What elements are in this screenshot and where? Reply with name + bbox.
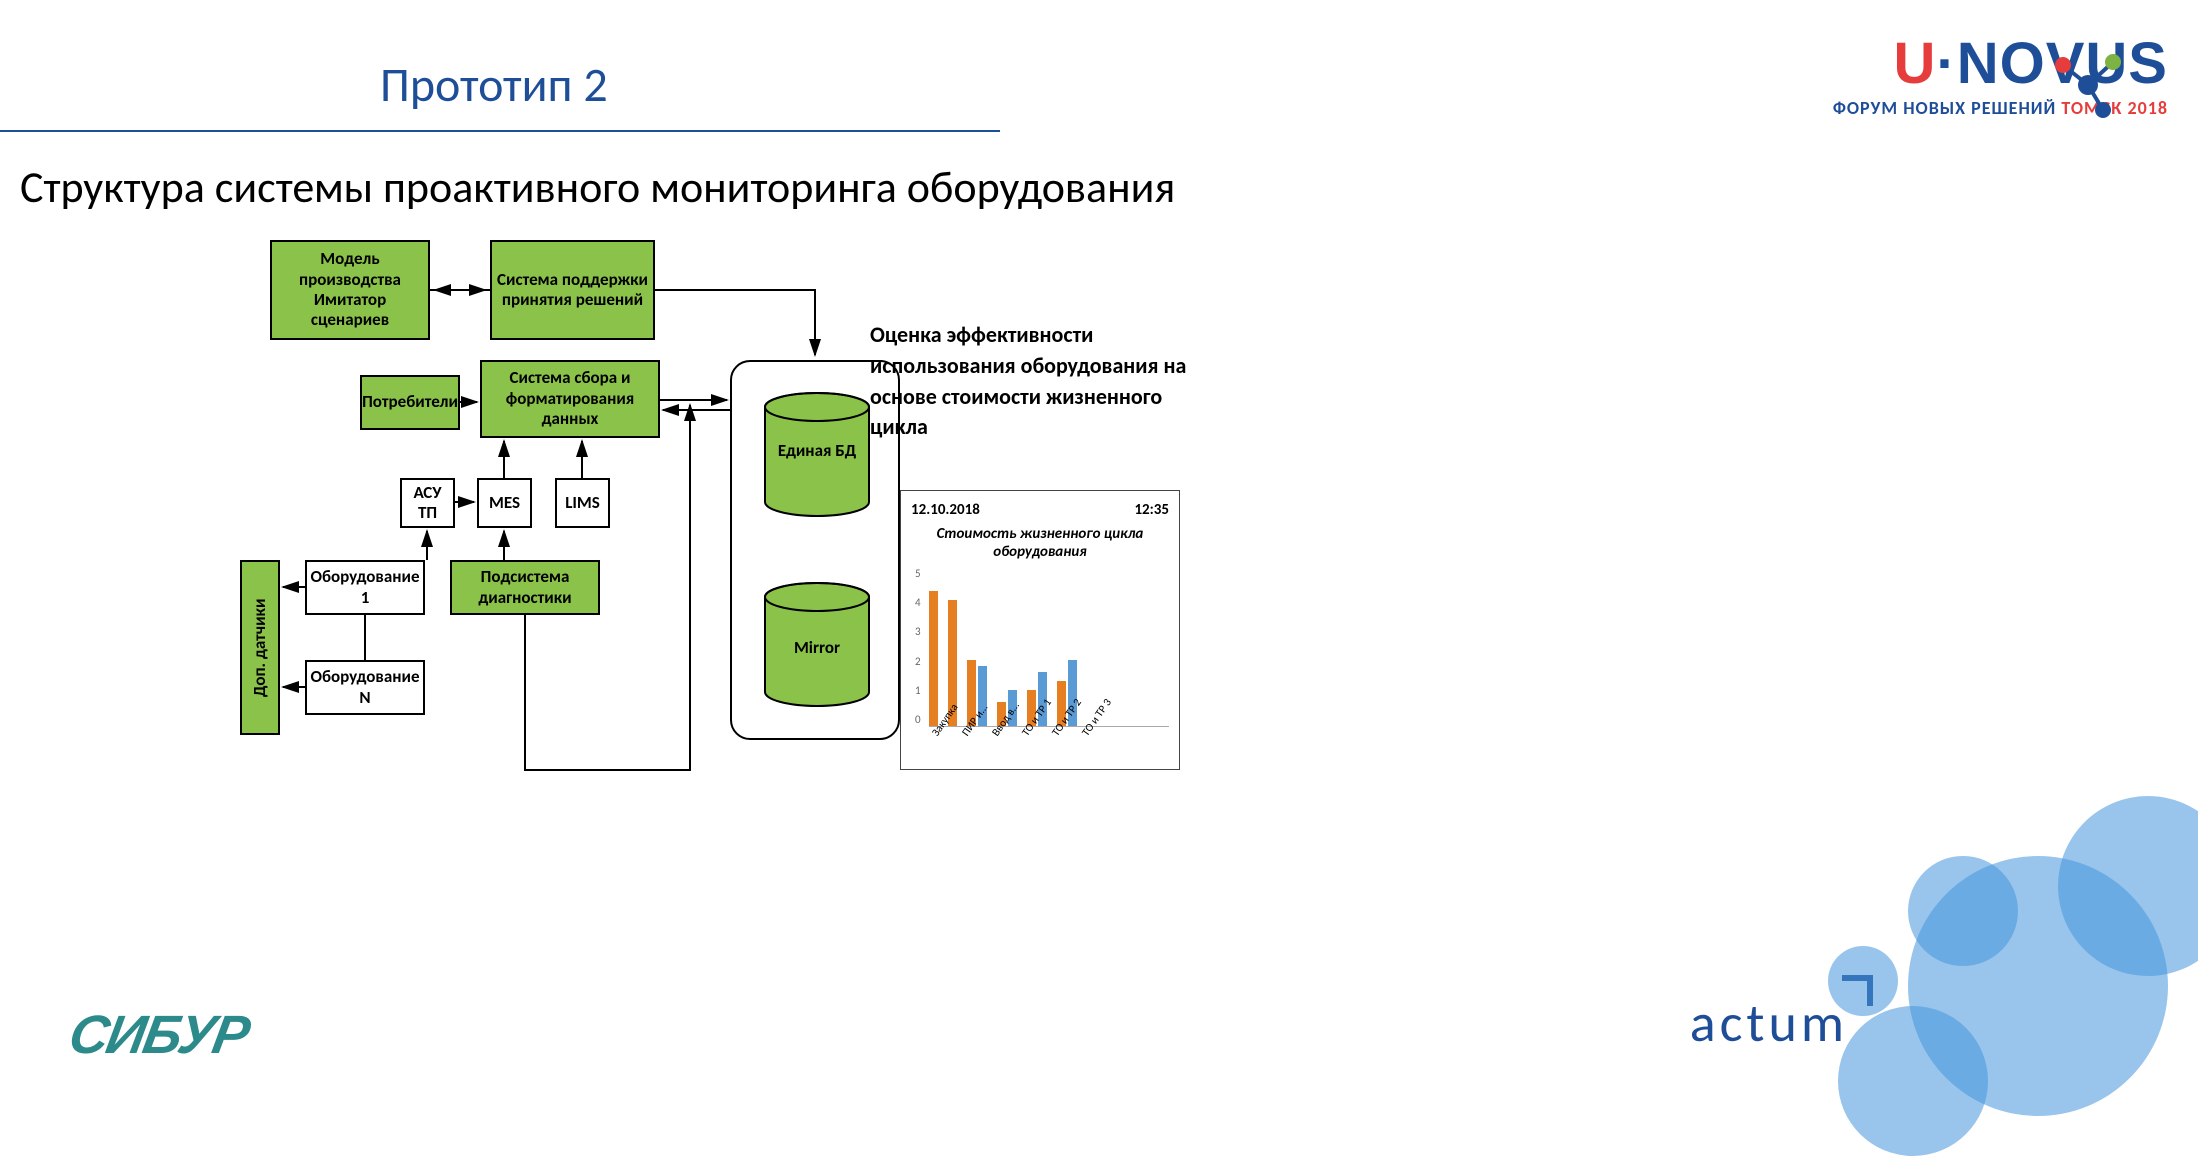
- node-eqn: Оборудование N: [305, 660, 425, 715]
- chart-ylabels: 5 4 3 2 1 0: [915, 567, 921, 726]
- divider: [0, 130, 1000, 132]
- flowchart: Модель производства Имитатор сценариев С…: [230, 230, 930, 870]
- cyl-db-label: Единая БД: [762, 440, 872, 461]
- page-title: Прототип 2: [380, 55, 608, 114]
- ytick: 4: [915, 596, 921, 609]
- bar: [929, 591, 938, 726]
- node-model: Модель производства Имитатор сценариев: [270, 240, 430, 340]
- node-sensors: Доп. датчики: [240, 560, 280, 735]
- node-eq1: Оборудование 1: [305, 560, 425, 615]
- chart-date: 12.10.2018: [911, 501, 980, 519]
- mini-chart: 12.10.2018 12:35 Стоимость жизненного ци…: [900, 490, 1180, 770]
- cyl-mirror-label: Mirror: [762, 637, 872, 658]
- node-mes: MES: [477, 478, 532, 528]
- ytick: 1: [915, 684, 921, 697]
- node-collect: Система сбора и форматирования данных: [480, 360, 660, 438]
- ytick: 2: [915, 655, 921, 668]
- cylinder-db: Единая БД: [762, 392, 872, 522]
- page-subtitle: Структура системы проактивного мониторин…: [20, 160, 1175, 214]
- node-lims: LIMS: [555, 478, 610, 528]
- node-asu: АСУ ТП: [400, 478, 455, 528]
- ytick: 3: [915, 625, 921, 638]
- chart-title: Стоимость жизненного цикла оборудования: [911, 525, 1169, 561]
- logo-tagline: ФОРУМ НОВЫХ РЕШЕНИЙ: [1833, 97, 2056, 119]
- chart-time: 12:35: [1134, 501, 1169, 519]
- logo-u: U: [1894, 31, 1937, 96]
- cylinder-mirror: Mirror: [762, 582, 872, 712]
- node-dss: Система поддержки принятия решений: [490, 240, 655, 340]
- chart-xlabels: ЗакупкаПИР и...Ввод в...ТО и ТР 1ТО и ТР…: [929, 731, 1169, 744]
- logo-sibur: СИБУР: [65, 1004, 253, 1066]
- ytick: 5: [915, 567, 921, 580]
- logo-unovus: U·NOVUS ФОРУМ НОВЫХ РЕШЕНИЙ ТОМСК 2018: [1833, 30, 2168, 119]
- circles-decoration: [1748, 776, 2198, 1176]
- evaluation-text: Оценка эффективности использования обору…: [870, 320, 1220, 443]
- node-diag: Подсистема диагностики: [450, 560, 600, 615]
- molecule-icon: [2048, 50, 2128, 120]
- ytick: 0: [915, 713, 921, 726]
- node-consumers: Потребители: [360, 375, 460, 430]
- bar-group: [929, 591, 938, 726]
- logo-dot: ·: [1936, 31, 1956, 96]
